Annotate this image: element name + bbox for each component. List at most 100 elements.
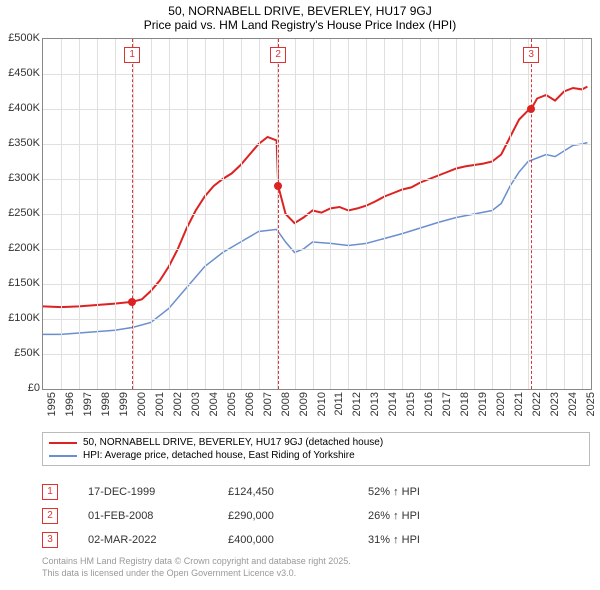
sales-row-price: £124,450 xyxy=(228,486,368,498)
chart-footer: Contains HM Land Registry data © Crown c… xyxy=(42,556,351,579)
gridline-vertical xyxy=(348,39,349,389)
sales-table: 117-DEC-1999£124,45052% ↑ HPI201-FEB-200… xyxy=(42,480,590,552)
gridline-vertical xyxy=(582,39,583,389)
y-axis-label: £350K xyxy=(8,137,40,149)
chart-subtitle: Price paid vs. HM Land Registry's House … xyxy=(0,18,600,36)
x-axis-label: 2019 xyxy=(477,392,489,416)
legend-swatch xyxy=(49,455,77,457)
chart-container: 50, NORNABELL DRIVE, BEVERLEY, HU17 9GJ … xyxy=(0,0,600,590)
gridline-horizontal xyxy=(43,179,591,180)
x-axis-label: 2008 xyxy=(280,392,292,416)
x-axis-label: 2005 xyxy=(226,392,238,416)
gridline-vertical xyxy=(205,39,206,389)
gridline-horizontal xyxy=(43,74,591,75)
sales-row-price: £400,000 xyxy=(228,534,368,546)
y-axis-label: £0 xyxy=(28,382,40,394)
x-axis-label: 1999 xyxy=(118,392,130,416)
x-axis-label: 2011 xyxy=(333,392,345,416)
gridline-vertical xyxy=(330,39,331,389)
gridline-horizontal xyxy=(43,284,591,285)
gridline-vertical xyxy=(528,39,529,389)
y-axis-label: £250K xyxy=(8,207,40,219)
chart-plot-area: 1 2 3 xyxy=(42,38,592,390)
legend-item: HPI: Average price, detached house, East… xyxy=(49,449,583,462)
x-axis-label: 2018 xyxy=(459,392,471,416)
sale-marker-line xyxy=(531,39,532,389)
y-axis-label: £200K xyxy=(8,242,40,254)
gridline-horizontal xyxy=(43,109,591,110)
x-axis-label: 2025 xyxy=(585,392,597,416)
x-axis-label: 2016 xyxy=(423,392,435,416)
x-axis-label: 1996 xyxy=(64,392,76,416)
legend-label: HPI: Average price, detached house, East… xyxy=(83,450,355,461)
x-axis-label: 2020 xyxy=(495,392,507,416)
y-axis-label: £300K xyxy=(8,172,40,184)
x-axis-label: 2010 xyxy=(316,392,328,416)
gridline-vertical xyxy=(492,39,493,389)
sale-marker-line xyxy=(278,39,279,389)
gridline-horizontal xyxy=(43,214,591,215)
gridline-vertical xyxy=(97,39,98,389)
gridline-vertical xyxy=(564,39,565,389)
sale-marker-dot xyxy=(128,298,136,306)
gridline-vertical xyxy=(366,39,367,389)
sales-row-price: £290,000 xyxy=(228,510,368,522)
sale-marker-index: 1 xyxy=(124,47,140,63)
x-axis-label: 1997 xyxy=(82,392,94,416)
x-axis-label: 2009 xyxy=(298,392,310,416)
y-axis-label: £150K xyxy=(8,277,40,289)
sales-row-index: 3 xyxy=(42,532,58,548)
x-axis-label: 2004 xyxy=(208,392,220,416)
sales-row-date: 17-DEC-1999 xyxy=(88,486,228,498)
footer-line-1: Contains HM Land Registry data © Crown c… xyxy=(42,556,351,568)
x-axis-label: 1998 xyxy=(100,392,112,416)
x-axis-label: 2012 xyxy=(351,392,363,416)
gridline-vertical xyxy=(438,39,439,389)
gridline-vertical xyxy=(456,39,457,389)
gridline-horizontal xyxy=(43,319,591,320)
gridline-vertical xyxy=(187,39,188,389)
gridline-vertical xyxy=(420,39,421,389)
gridline-vertical xyxy=(384,39,385,389)
gridline-vertical xyxy=(259,39,260,389)
x-axis-label: 2017 xyxy=(441,392,453,416)
gridline-vertical xyxy=(241,39,242,389)
sales-row: 1 17-DEC-1999£124,45052% ↑ HPI xyxy=(42,480,590,504)
sale-marker-dot xyxy=(527,105,535,113)
gridline-vertical xyxy=(474,39,475,389)
x-axis-label: 2003 xyxy=(190,392,202,416)
y-axis-label: £500K xyxy=(8,32,40,44)
y-axis-label: £450K xyxy=(8,67,40,79)
x-axis-label: 2013 xyxy=(369,392,381,416)
x-axis-label: 2021 xyxy=(513,392,525,416)
gridline-vertical xyxy=(151,39,152,389)
sale-marker-index: 2 xyxy=(270,47,286,63)
gridline-vertical xyxy=(223,39,224,389)
gridline-vertical xyxy=(61,39,62,389)
sales-row: 3 02-MAR-2022£400,00031% ↑ HPI xyxy=(42,528,590,552)
gridline-horizontal xyxy=(43,354,591,355)
sales-row-pct: 52% ↑ HPI xyxy=(368,486,488,498)
series-hpi xyxy=(43,143,587,335)
legend-swatch xyxy=(49,442,77,444)
gridline-vertical xyxy=(295,39,296,389)
sales-row-date: 02-MAR-2022 xyxy=(88,534,228,546)
x-axis-label: 1995 xyxy=(46,392,58,416)
chart-legend: 50, NORNABELL DRIVE, BEVERLEY, HU17 9GJ … xyxy=(42,432,590,466)
y-axis-label: £50K xyxy=(14,347,40,359)
x-axis-label: 2006 xyxy=(244,392,256,416)
gridline-vertical xyxy=(79,39,80,389)
gridline-vertical xyxy=(510,39,511,389)
gridline-vertical xyxy=(115,39,116,389)
legend-label: 50, NORNABELL DRIVE, BEVERLEY, HU17 9GJ … xyxy=(83,437,383,448)
x-axis-label: 2000 xyxy=(136,392,148,416)
sales-row-pct: 31% ↑ HPI xyxy=(368,534,488,546)
sales-row-index: 2 xyxy=(42,508,58,524)
chart-title: 50, NORNABELL DRIVE, BEVERLEY, HU17 9GJ xyxy=(0,0,600,18)
footer-line-2: This data is licensed under the Open Gov… xyxy=(42,568,351,580)
sales-row-pct: 26% ↑ HPI xyxy=(368,510,488,522)
sale-marker-index: 3 xyxy=(523,47,539,63)
sales-row-index: 1 xyxy=(42,484,58,500)
sales-row: 201-FEB-2008£290,00026% ↑ HPI xyxy=(42,504,590,528)
gridline-horizontal xyxy=(43,249,591,250)
